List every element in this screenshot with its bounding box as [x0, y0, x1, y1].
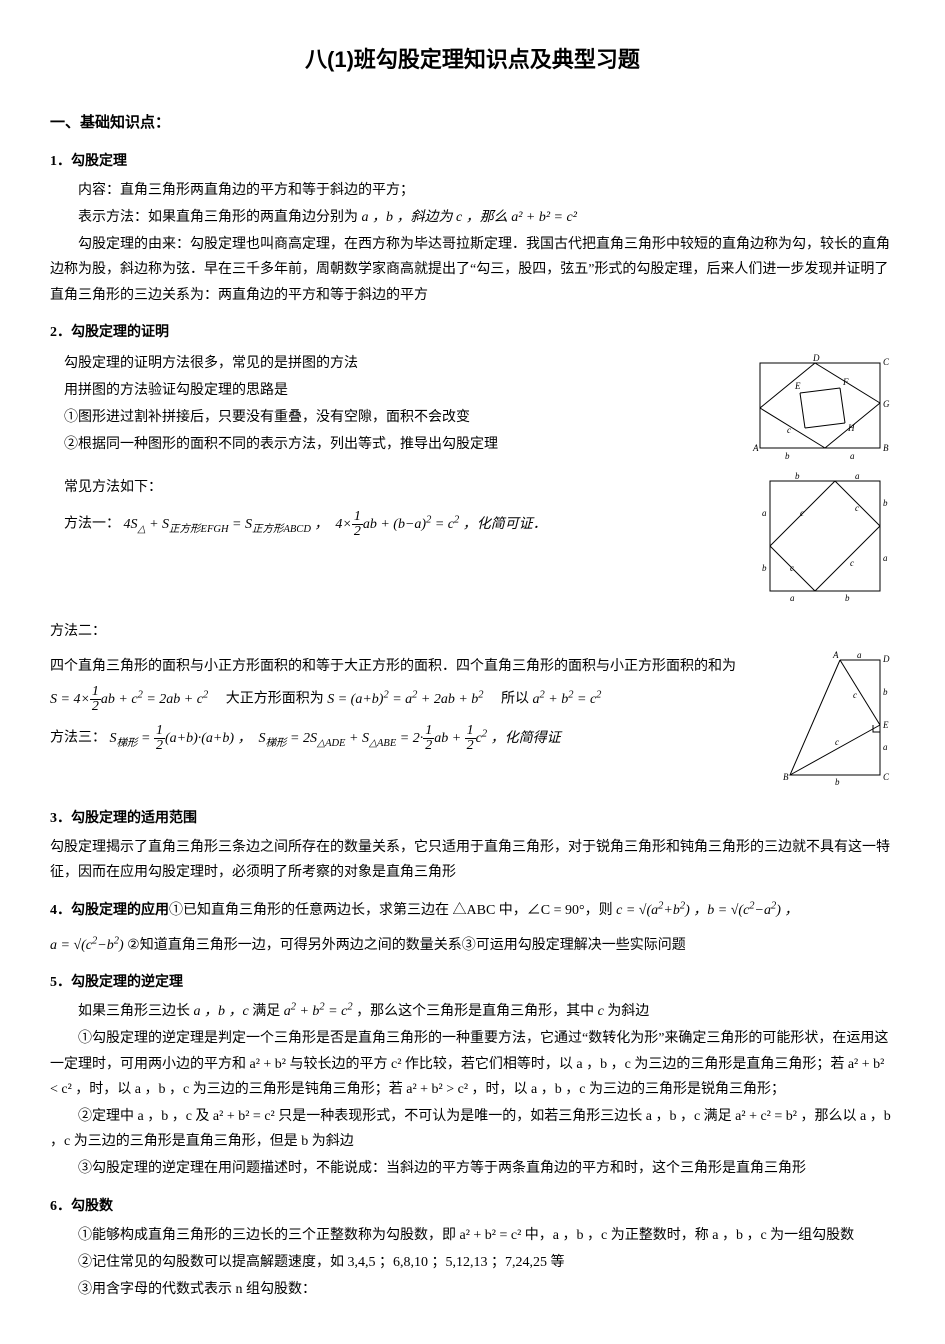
edge-label: b — [883, 498, 888, 508]
math-inline: 4S△ + S正方形EFGH = S正方形ABCD ， 4×12ab + (b−… — [124, 517, 547, 532]
math-inline: c = √(a2+b2) ，b = √(c2−a2) ， — [616, 903, 798, 918]
edge-label: b — [762, 563, 767, 573]
vertex-label: C — [883, 357, 890, 367]
text: 如果三角形三边长 a ，b ，c 满足 a2 + b2 = c2 ，那么这个三角… — [50, 999, 895, 1024]
vertex-label: B — [883, 443, 889, 453]
edge-label: b — [785, 451, 790, 461]
text: ②记住常见的勾股数可以提高解题速度，如 3,4,5 ；6,8,10 ；5,12,… — [50, 1250, 895, 1275]
figure-1: A B C D E F G H b a c — [745, 353, 895, 463]
label: 方法一： — [64, 517, 120, 532]
edge-label: c — [855, 503, 859, 513]
edge-label: c — [787, 425, 791, 435]
page-title: 八(1)班勾股定理知识点及典型习题 — [50, 40, 895, 80]
vertex-label: A — [752, 443, 759, 453]
text: 四个直角三角形的面积与小正方形面积的和等于大正方形的面积．四个直角三角形的面积与… — [50, 654, 765, 679]
text: 勾股定理的证明方法很多，常见的是拼图的方法 — [64, 351, 735, 376]
edge-label: a — [762, 508, 767, 518]
text: ①能够构成直角三角形的三边长的三个正整数称为勾股数，即 a² + b² = c²… — [50, 1223, 895, 1248]
text: a = √(c2−b2) ②知道直角三角形一边，可得另外两边之间的数量关系③可运… — [50, 933, 895, 958]
vertex-label: D — [812, 353, 820, 363]
text: ①图形进过割补拼接后，只要没有重叠，没有空隙，面积不会改变 — [64, 405, 735, 430]
math-line: S = 4×12ab + c2 = 2ab + c2 大正方形面积为 S = (… — [50, 685, 765, 714]
edge-label: a — [857, 650, 862, 660]
edge-label: c — [835, 737, 839, 747]
text: ②根据同一种图形的面积不同的表示方法，列出等式，推导出勾股定理 — [64, 432, 735, 457]
figure-2: b a b a a b a b c c c c — [755, 471, 895, 601]
vertex-label: F — [842, 377, 849, 387]
edge-label: a — [883, 742, 888, 752]
subheading-2: 2．勾股定理的证明 — [50, 320, 895, 345]
text: 用拼图的方法验证勾股定理的思路是 — [64, 378, 735, 403]
math-inline: a ，b ，斜边为 c ，那么 a² + b² = c² — [362, 210, 577, 225]
text: 勾股定理的由来：勾股定理也叫商高定理，在西方称为毕达哥拉斯定理．我国古代把直角三… — [50, 232, 895, 308]
vertex-label: H — [847, 423, 855, 433]
subheading-4-line: 4．勾股定理的应用①已知直角三角形的任意两边长，求第三边在 △ABC 中，∠C … — [50, 898, 895, 923]
edge-label: b — [883, 687, 888, 697]
vertex-label: E — [794, 381, 801, 391]
text: 表示方法：如果直角三角形的两直角边分别为 — [78, 210, 362, 225]
vertex-label: C — [883, 772, 890, 782]
edge-label: c — [790, 563, 794, 573]
subheading-6: 6．勾股数 — [50, 1194, 895, 1219]
figure-3: A D E C B a b a b c c — [775, 650, 895, 790]
subheading-5: 5．勾股定理的逆定理 — [50, 970, 895, 995]
edge-label: c — [850, 558, 854, 568]
edge-label: b — [845, 593, 850, 601]
method-2-heading: 方法二： — [50, 619, 895, 644]
text: 勾股定理揭示了直角三角形三条边之间所存在的数量关系，它只适用于直角三角形，对于锐… — [50, 835, 895, 885]
edge-label: a — [855, 471, 860, 481]
text: 表示方法：如果直角三角形的两直角边分别为 a ，b ，斜边为 c ，那么 a² … — [50, 205, 895, 230]
text: ②定理中 a ，b ，c 及 a² + b² = c² 只是一种表现形式，不可认… — [50, 1104, 895, 1154]
subheading-1: 1．勾股定理 — [50, 149, 895, 174]
text: 常见方法如下： — [64, 475, 745, 500]
method-3: 方法三： S梯形 = 12(a+b)·(a+b) ， S梯形 = 2S△ADE … — [50, 724, 765, 753]
text: ③用含字母的代数式表示 n 组勾股数： — [50, 1277, 895, 1302]
label: 方法三： — [50, 731, 106, 746]
edge-label: c — [800, 508, 804, 518]
edge-label: b — [795, 471, 800, 481]
subheading-3: 3．勾股定理的适用范围 — [50, 806, 895, 831]
vertex-label: G — [883, 399, 890, 409]
vertex-label: B — [783, 772, 789, 782]
vertex-label: A — [832, 650, 839, 660]
vertex-label: D — [882, 654, 890, 664]
text: 内容：直角三角形两直角边的平方和等于斜边的平方； — [50, 178, 895, 203]
text: ①已知直角三角形的任意两边长，求第三边在 △ABC 中，∠C = 90°，则 — [169, 903, 616, 918]
vertex-label: E — [882, 720, 889, 730]
edge-label: c — [853, 690, 857, 700]
edge-label: a — [850, 451, 855, 461]
edge-label: a — [790, 593, 795, 601]
method-1: 方法一： 4S△ + S正方形EFGH = S正方形ABCD ， 4×12ab … — [64, 510, 745, 539]
edge-label: b — [835, 777, 840, 787]
text: ③勾股定理的逆定理在用问题描述时，不能说成：当斜边的平方等于两条直角边的平方和时… — [50, 1156, 895, 1181]
section-heading: 一、基础知识点： — [50, 110, 895, 137]
text: ①勾股定理的逆定理是判定一个三角形是否是直角三角形的一种重要方法，它通过“数转化… — [50, 1026, 895, 1102]
subheading-4: 4．勾股定理的应用 — [50, 903, 169, 918]
edge-label: a — [883, 553, 888, 563]
